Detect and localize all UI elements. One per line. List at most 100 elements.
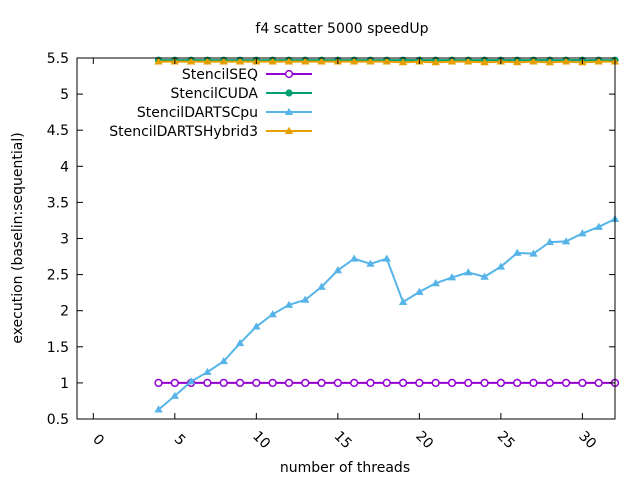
data-point [219,378,228,388]
series-0 [154,378,620,388]
data-point [415,378,424,388]
data-point [317,378,326,388]
data-point [154,378,163,388]
data-point [268,310,277,318]
data-point [301,57,310,65]
data-point [333,266,343,274]
legend-label: StencilCUDA [171,86,259,102]
y-tick-label: 4 [60,159,69,175]
legend: StencilSEQ StencilCUDA StencilDARTSCpu Sten… [109,67,312,140]
data-point [431,58,440,66]
y-tick-label: 3 [60,232,69,248]
data-point [561,57,571,65]
data-point [170,391,180,399]
data-point [382,378,391,388]
data-point [235,57,245,65]
data-point [594,57,603,65]
data-point [529,378,538,388]
data-point [235,338,245,347]
legend-item-0: StencilSEQ [182,67,312,83]
data-point [284,378,294,388]
data-point [398,58,408,66]
legend-item-2: StencilDARTSCpu [137,105,312,121]
data-point [398,297,408,305]
data-point [186,57,196,65]
legend-marker [285,89,293,97]
x-axis-title: number of threads [280,460,410,476]
x-tick-label: 20 [412,428,436,452]
legend-marker [284,69,294,79]
x-tick-label: 5 [171,431,189,449]
data-point [203,367,212,376]
data-point [268,378,277,388]
data-point [317,282,326,290]
data-point [219,357,228,365]
data-point [382,254,391,262]
chart-title: f4 scatter 5000 speedUp [255,21,428,37]
data-point [545,58,554,66]
data-point [154,405,163,413]
data-point [203,378,212,388]
x-tick-label: 0 [89,431,107,449]
legend-label: StencilDARTSHybrid3 [109,124,258,140]
y-axis-title: execution (baselin:sequential) [10,132,26,343]
data-point [398,378,408,388]
data-point [529,249,538,257]
data-point [594,378,603,388]
data-point [235,378,245,388]
data-point [512,58,522,66]
y-tick-label: 5.5 [47,51,69,67]
data-point [252,378,261,388]
x-tick-label: 30 [575,428,599,452]
data-point [545,237,554,246]
data-point [366,57,375,65]
data-point [447,273,457,281]
y-tick-label: 1 [60,376,69,392]
data-point [496,262,506,270]
data-point [252,322,261,330]
x-tick-label: 10 [249,428,273,452]
data-point [170,378,179,388]
y-tick-label: 3.5 [47,195,69,211]
data-point [154,57,163,65]
data-point [578,229,587,237]
legend-item-3: StencilDARTSHybrid3 [109,124,312,140]
data-point [301,378,310,388]
y-tick-label: 1.5 [47,340,69,356]
data-point [578,378,587,388]
data-point [366,378,375,388]
legend-item-1: StencilCUDA [171,86,312,102]
series-3 [154,57,620,66]
data-point [203,57,212,65]
data-point [333,378,342,388]
legend-label: StencilSEQ [182,67,258,83]
legend-marker [284,107,294,115]
data-point [464,57,473,65]
data-point [349,57,359,65]
data-point [317,57,326,65]
y-tick-label: 2.5 [47,268,69,284]
data-point [545,378,554,388]
data-point [496,378,506,388]
data-point [431,378,440,388]
data-point [382,57,391,65]
data-point [447,57,457,65]
y-tick-label: 0.5 [47,412,69,428]
x-tick-label: 15 [331,428,355,452]
data-point [268,57,277,65]
data-point [464,378,473,388]
data-point [561,237,571,245]
y-tick-label: 4.5 [47,123,69,139]
legend-label: StencilDARTSCpu [137,105,258,121]
data-point [447,378,457,388]
data-point [561,378,571,388]
data-point [284,300,294,308]
data-point [480,272,489,280]
data-point [594,222,603,230]
data-point [464,268,473,276]
legend-marker [284,126,294,134]
data-point [366,259,375,267]
y-tick-label: 5 [60,87,69,103]
data-point [431,279,440,287]
